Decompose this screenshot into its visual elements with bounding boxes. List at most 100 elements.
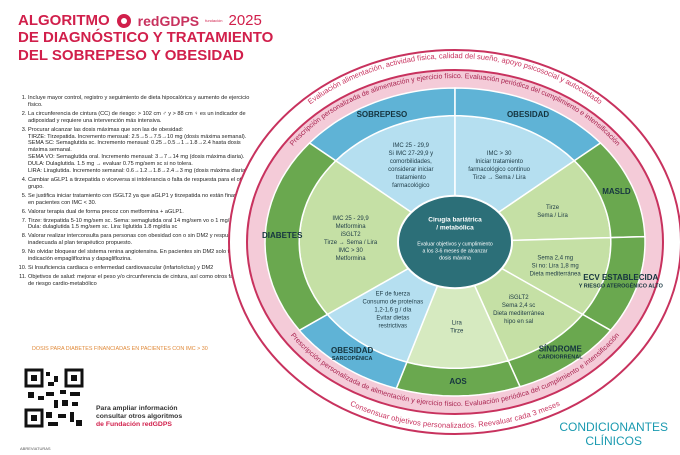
sector-item: farmacológico bbox=[392, 183, 430, 189]
sector-item: iSGLT2 bbox=[509, 295, 530, 301]
note-text: TIRZE: Tirzepatida. Incremento mensual: … bbox=[28, 133, 247, 140]
subtitle: DEL SOBREPESO Y OBESIDAD bbox=[18, 47, 244, 64]
note-text: Se justifica iniciar tratamiento con iSG… bbox=[28, 192, 254, 206]
note: Se justifica iniciar tratamiento con iSG… bbox=[28, 193, 256, 207]
note: La circunferencia de cintura (CC) de rie… bbox=[28, 111, 256, 125]
note: Tirze: tirzepatida 5-10 mg/sem sc. Sema:… bbox=[28, 218, 256, 232]
conditions: CONDICIONANTES CLÍNICOS bbox=[559, 420, 668, 448]
sector-label: ECV ESTABLECIDA bbox=[583, 273, 658, 282]
sector-label: DIABETES bbox=[262, 231, 303, 240]
sector-item: Tirze bbox=[450, 328, 464, 334]
sector-item: Sema 2,4 sc bbox=[502, 303, 535, 309]
sector-label: SARCOPÉNICA bbox=[332, 354, 373, 362]
sector-item: considerar iniciar bbox=[388, 167, 433, 173]
sector-label: OBESIDAD bbox=[331, 346, 373, 355]
note: Si Insuficiencia cardiaca o enfermedad c… bbox=[28, 265, 256, 272]
sector-label: SÍNDROME bbox=[539, 344, 583, 353]
note: Valorar terapia dual de forma precoz con… bbox=[28, 209, 256, 216]
sector-label: CARDIORRENAL bbox=[538, 355, 583, 361]
sector-item: Consumo de proteínas bbox=[362, 300, 423, 306]
header: ALGORITMO redGDPS fundación 2025 DE DIAG… bbox=[18, 12, 273, 65]
qr-line: de Fundación redGDPS bbox=[96, 421, 172, 428]
logo bbox=[116, 13, 131, 28]
note: Valorar realizar interconsulta para pers… bbox=[28, 233, 256, 247]
sector-item: Sema / Lira bbox=[537, 213, 568, 219]
sector-item: IMC > 30 bbox=[338, 248, 363, 254]
sector-item: comorbilidades, bbox=[390, 159, 432, 165]
note-text: Cambiar aGLP1 a tirzepatida o viceversa … bbox=[28, 176, 247, 190]
note-text: DULA: Dulaglutida. 1.5 mg → evaluar 0.75… bbox=[28, 161, 193, 168]
abbreviations: ABREVIATURAS bbox=[20, 446, 51, 451]
sector-item: 1,2-1,6 g / día bbox=[374, 308, 412, 314]
sector-label: OBESIDAD bbox=[507, 110, 549, 119]
center-text: dosis máxima bbox=[439, 255, 471, 261]
conditions-line: CONDICIONANTES bbox=[559, 420, 668, 434]
note: Objetivos de salud: mejorar el peso y/o … bbox=[28, 274, 256, 288]
note-text: SEMA SC: Semaglutida sc. Incremento mens… bbox=[28, 140, 241, 154]
sector-item: hipo en sal bbox=[504, 319, 533, 325]
note-text: Tirze: tirzepatida 5-10 mg/sem sc. Sema:… bbox=[28, 217, 249, 231]
note-text: No olvidar bloquear del sistema renina a… bbox=[28, 249, 243, 263]
year: 2025 bbox=[228, 12, 262, 29]
title-row: ALGORITMO redGDPS fundación 2025 bbox=[18, 12, 273, 29]
note-text: Objetivos de salud: mejorar el peso y/o … bbox=[28, 273, 249, 287]
sector-item: restrictivas bbox=[379, 324, 408, 330]
notes: Incluye mayor control, registro y seguim… bbox=[14, 95, 256, 290]
subtitle: DE DIAGNÓSTICO Y TRATAMIENTO bbox=[18, 29, 274, 46]
note: No olvidar bloquear del sistema renina a… bbox=[28, 249, 256, 263]
center-text: a los 3-6 meses de alcanzar bbox=[423, 248, 488, 254]
center-text: Evaluar objetivos y cumplimiento bbox=[417, 241, 493, 247]
sector-item: Sema 2,4 mg bbox=[537, 256, 573, 262]
sector-item: Lira bbox=[452, 320, 463, 326]
sector-item: Tirze → Sema / Lira bbox=[324, 240, 378, 246]
note-text: SEMA VO: Semaglutida oral. Incremento me… bbox=[28, 154, 245, 161]
sector-label: MASLD bbox=[602, 187, 631, 196]
note-text: Si Insuficiencia cardiaca o enfermedad c… bbox=[28, 264, 214, 271]
sector-item: IMC 25 - 29,9 bbox=[393, 143, 430, 149]
brand-sub: fundación bbox=[205, 18, 223, 23]
sector-item: iSGLT2 bbox=[341, 232, 362, 238]
sector-item: Si IMC 27-29,9 y bbox=[388, 151, 433, 157]
sector-item: Si no: Lira 1,8 mg bbox=[532, 264, 579, 270]
note: Procurar alcanzar las dosis máximas que … bbox=[28, 127, 256, 175]
sector-item: Evitar dietas bbox=[376, 316, 409, 322]
note: Incluye mayor control, registro y seguim… bbox=[28, 95, 256, 109]
sector-item: Iniciar tratamiento bbox=[475, 159, 523, 165]
sector-item: IMC 25 - 29,9 bbox=[332, 216, 369, 222]
sector-band bbox=[264, 142, 337, 332]
note: Cambiar aGLP1 a tirzepatida o viceversa … bbox=[28, 177, 256, 191]
center-circle bbox=[397, 194, 513, 290]
qr-line: consultar otros algoritmos bbox=[96, 413, 183, 420]
note-text: Valorar terapia dual de forma precoz con… bbox=[28, 208, 184, 215]
qr-line: Para ampliar información bbox=[96, 405, 178, 412]
note-text: La circunferencia de cintura (CC) de rie… bbox=[28, 110, 246, 124]
conditions-line: CLÍNICOS bbox=[585, 434, 642, 448]
sector-item: Tirze → Sema / Lira bbox=[473, 175, 527, 181]
qr-text: Para ampliar información consultar otros… bbox=[96, 405, 182, 429]
center-title: / metabólica bbox=[436, 225, 474, 232]
sector-item: IMC > 30 bbox=[487, 151, 512, 157]
sector-label: Y RIESGO ATEROGÉNICO ALTO bbox=[579, 281, 664, 289]
note-text: Procurar alcanzar las dosis máximas que … bbox=[28, 126, 184, 133]
qr-code bbox=[24, 368, 84, 428]
notes-footer: DOSIS PARA DIABETES FINANCIADAS EN PACIE… bbox=[32, 346, 208, 352]
sectors: SOBREPESO IMC 25 - 29,9 Si IMC 27-29,9 y co… bbox=[262, 87, 664, 397]
sector-item: Metformina bbox=[336, 224, 367, 230]
sector-item: Dieta mediterránea bbox=[530, 272, 582, 278]
sector-label: SOBREPESO bbox=[357, 110, 408, 119]
center-title: Cirugía bariátrica bbox=[428, 217, 482, 224]
brand: redGDPS bbox=[137, 12, 200, 29]
note-text: LIRA: Liraglutida. Incremento semanal: 0… bbox=[28, 168, 249, 175]
note-text: Incluye mayor control, registro y seguim… bbox=[28, 95, 250, 108]
sector-item: Metformina bbox=[336, 256, 367, 262]
sector-item: tratamiento bbox=[396, 175, 427, 181]
sector-item: Dieta mediterránea bbox=[493, 311, 545, 317]
sector-item: Tirze bbox=[546, 205, 560, 211]
sector-item: farmacológico continuo bbox=[468, 167, 530, 173]
sector-label: AOS bbox=[449, 377, 467, 386]
note-text: Valorar realizar interconsulta para pers… bbox=[28, 233, 239, 247]
title: ALGORITMO bbox=[18, 12, 110, 29]
sector-item: EF de fuerza bbox=[376, 292, 411, 298]
